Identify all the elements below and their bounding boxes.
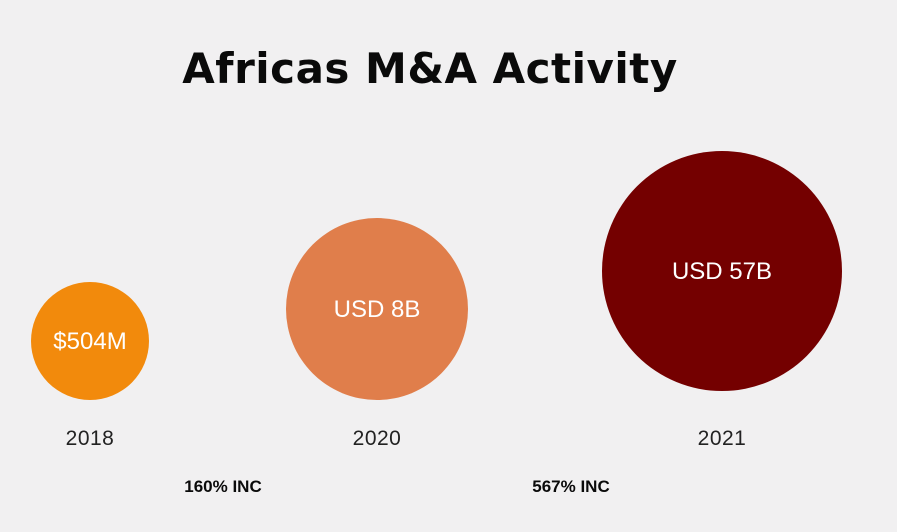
year-label-2021: 2021 bbox=[698, 427, 747, 450]
chart-title: Africas M&A Activity bbox=[182, 44, 678, 93]
bubble-2020 bbox=[286, 218, 468, 400]
growth-annotation-1: 160% INC bbox=[184, 477, 261, 496]
bubble-value-label-2018: $504M bbox=[53, 328, 126, 355]
bubble-value-label-2021: USD 57B bbox=[672, 258, 772, 285]
year-label-2018: 2018 bbox=[66, 427, 115, 450]
year-label-2020: 2020 bbox=[353, 427, 402, 450]
growth-annotation-2: 567% INC bbox=[532, 477, 609, 496]
bubble-2021 bbox=[602, 151, 842, 391]
bubble-value-label-2020: USD 8B bbox=[334, 296, 421, 323]
bubble-2018 bbox=[31, 282, 149, 400]
